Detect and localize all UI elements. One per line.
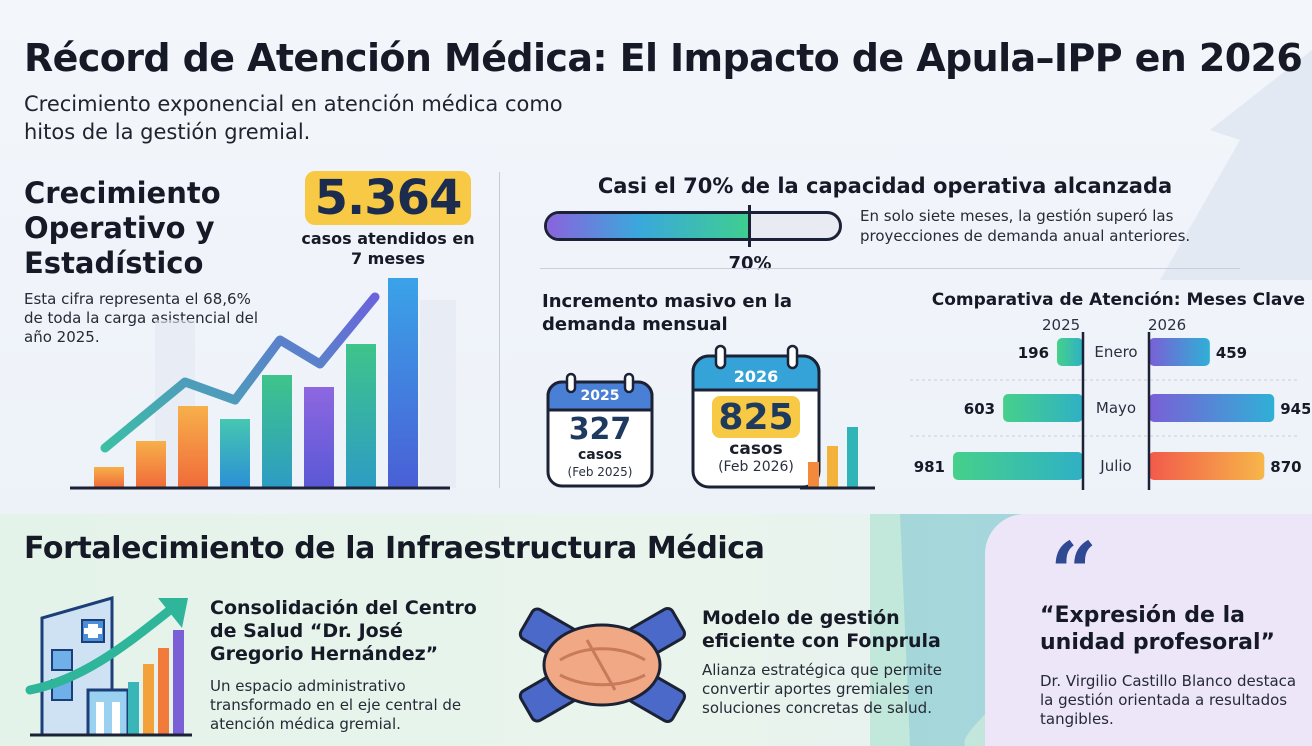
infrastructure-title: Fortalecimiento de la Infraestructura Mé… — [24, 531, 765, 566]
growth-section-title: Crecimiento Operativo y Estadístico — [24, 176, 221, 280]
series-label-2025: 2025 — [1042, 316, 1081, 334]
calendar-2026-casos: casos — [729, 439, 783, 459]
card-fonprula-description: Alianza estratégica que permite converti… — [702, 661, 942, 717]
page-subtitle: Crecimiento exponencial en atención médi… — [24, 92, 563, 144]
growth-bar-illustration — [70, 278, 456, 490]
bar-2026-mayo — [1149, 394, 1275, 422]
capacity-percent-label: 70% — [728, 253, 772, 274]
handshake-icon — [518, 606, 687, 724]
calendar-2025-number: 327 — [568, 412, 632, 447]
demand-title: Incremento masivo en la demanda mensual — [542, 291, 793, 335]
calendar-2025-year: 2025 — [580, 388, 620, 404]
section-divider — [499, 172, 500, 488]
bar-2025-mayo — [1003, 394, 1083, 422]
capacity-divider — [540, 268, 1240, 269]
capacity-progress-marker — [748, 205, 751, 247]
series-label-2026: 2026 — [1148, 316, 1187, 334]
category-label-julio: Julio — [1099, 457, 1131, 475]
quote-author: Dr. Virgilio Castillo Blanco destaca la … — [1040, 672, 1297, 728]
quote-panel — [985, 514, 1312, 746]
capacity-description: En solo siete meses, la gestión superó l… — [860, 207, 1191, 245]
bar-2025-julio — [953, 452, 1083, 480]
bar-2025-enero — [1057, 338, 1083, 366]
total-cases-number: 5.364 — [305, 171, 471, 225]
calendar-2025-date: (Feb 2025) — [567, 465, 633, 479]
chart-title: Comparativa de Atención: Meses Clave — [931, 290, 1305, 310]
card-health-center-description: Un espacio administrativo transformado e… — [210, 677, 462, 733]
card-health-center-title: Consolidación del Centro de Salud “Dr. J… — [210, 597, 477, 665]
capacity-progress-fill — [547, 214, 752, 238]
bar-2026-julio — [1149, 452, 1265, 480]
category-label-enero: Enero — [1094, 343, 1137, 361]
calendar-2026-date: (Feb 2026) — [718, 459, 794, 475]
capacity-progress-bar — [544, 211, 842, 241]
value-label-2026-julio: 870 — [1270, 458, 1301, 476]
capacity-title: Casi el 70% de la capacidad operativa al… — [597, 174, 1173, 198]
card-fonprula-title: Modelo de gestión eficiente con Fonprula — [702, 607, 941, 652]
quote-text: “Expresión de la unidad profesoral” — [1040, 603, 1275, 655]
calendar-2026-year: 2026 — [733, 367, 779, 386]
value-label-2025-enero: 196 — [1018, 344, 1049, 362]
calendar-2025-icon — [546, 372, 654, 488]
category-label-mayo: Mayo — [1096, 399, 1136, 417]
calendar-2026-number: 825 — [718, 397, 794, 438]
calendar-2026-icon — [691, 344, 821, 489]
background-arrow-decoration — [1160, 50, 1312, 280]
value-label-2025-julio: 981 — [914, 458, 945, 476]
mini-growth-bars-icon — [800, 427, 875, 490]
page-title: Récord de Atención Médica: El Impacto de… — [24, 36, 1303, 80]
calendar-2025-casos: casos — [577, 447, 623, 463]
value-label-2025-mayo: 603 — [964, 400, 995, 418]
quote-mark-icon: “ — [1050, 525, 1098, 621]
bar-2026-enero — [1149, 338, 1210, 366]
health-center-growth-icon — [25, 596, 192, 737]
total-cases-caption: casos atendidos en 7 meses — [301, 229, 475, 268]
value-label-2026-mayo: 945 — [1280, 400, 1310, 418]
growth-section-description: Esta cifra representa el 68,6% de toda l… — [24, 290, 259, 346]
value-label-2026-enero: 459 — [1216, 344, 1247, 362]
comparison-bar-chart: 196 459 Enero 603 945 Mayo 981 870 Julio — [910, 332, 1310, 490]
